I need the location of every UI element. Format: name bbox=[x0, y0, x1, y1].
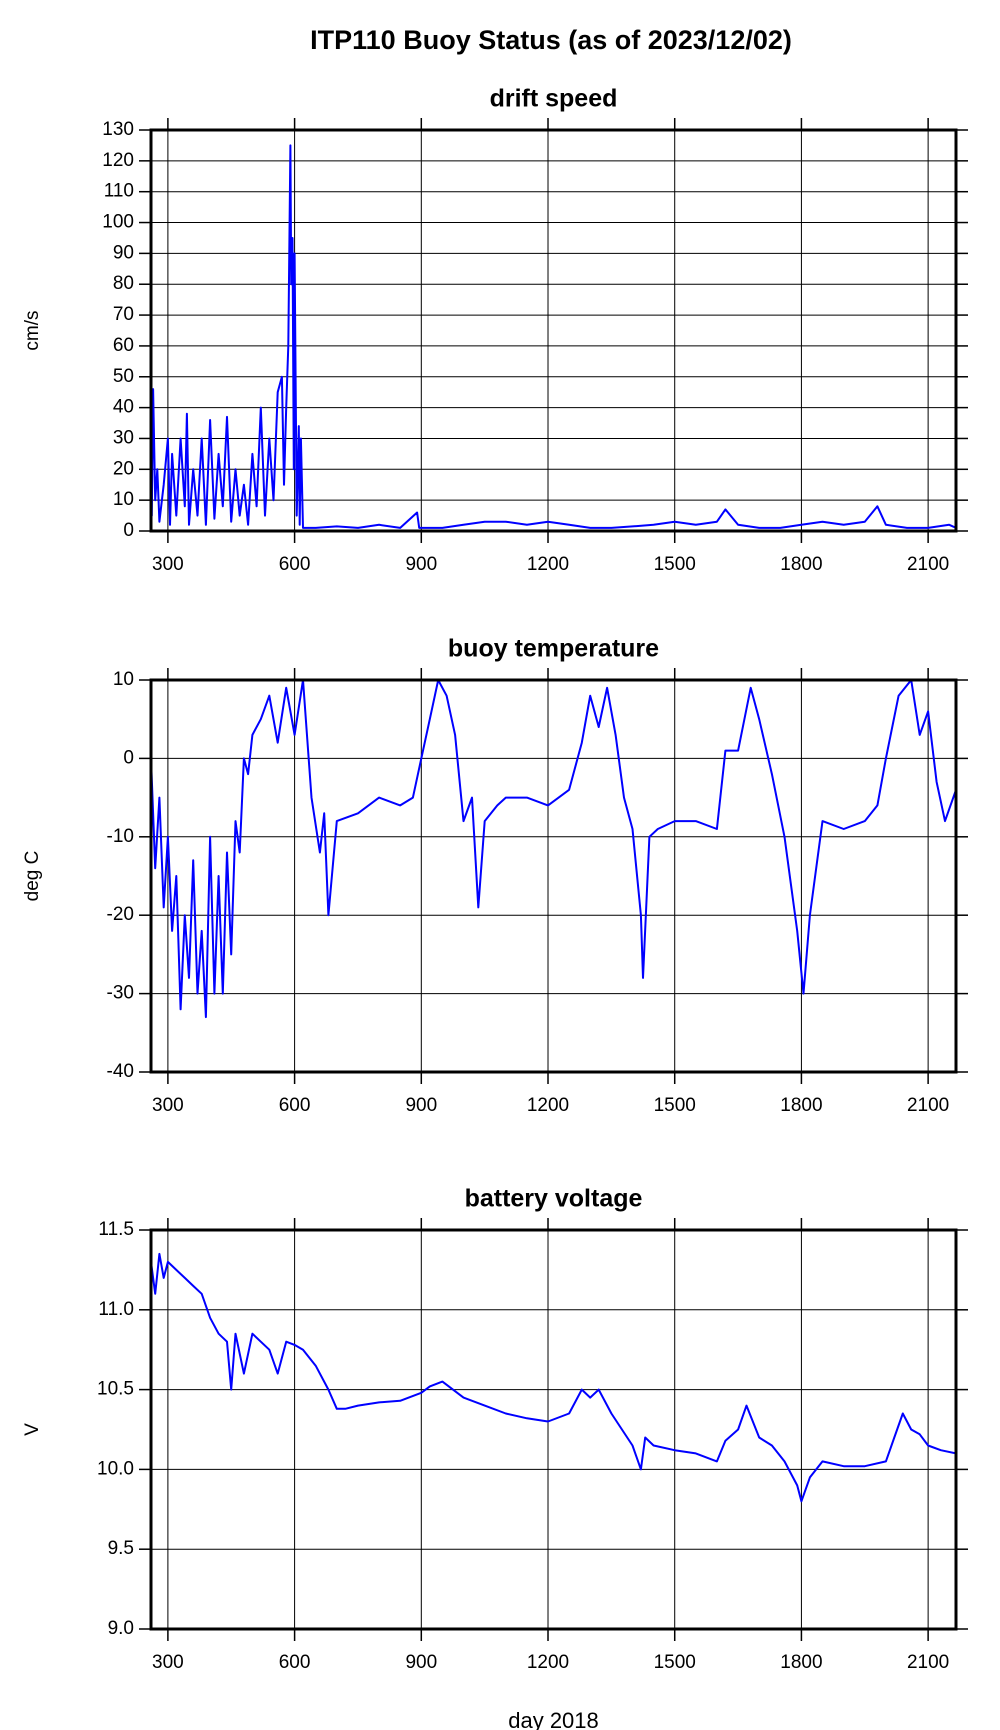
x-tick-label: 1500 bbox=[654, 1095, 696, 1116]
x-tick-label: 900 bbox=[405, 554, 437, 575]
y-tick-label: 10.5 bbox=[97, 1379, 134, 1400]
x-tick-label: 2100 bbox=[907, 1095, 949, 1116]
y-tick-label: 40 bbox=[113, 397, 134, 418]
y-tick-label: 130 bbox=[102, 119, 134, 140]
data-line bbox=[151, 1252, 956, 1503]
y-tick-label: -20 bbox=[107, 904, 134, 925]
y-tick-label: -40 bbox=[107, 1061, 134, 1082]
y-tick-label: 70 bbox=[113, 304, 134, 325]
subplot-title: drift speed bbox=[490, 85, 618, 113]
y-tick-label: 110 bbox=[104, 181, 134, 202]
y-tick-label: 10 bbox=[113, 489, 134, 510]
y-tick-label: 0 bbox=[123, 520, 134, 541]
y-tick-label: 9.5 bbox=[108, 1538, 134, 1559]
y-tick-label: 9.0 bbox=[108, 1618, 134, 1639]
x-tick-label: 300 bbox=[152, 1652, 184, 1673]
x-tick-label: 2100 bbox=[907, 554, 949, 575]
y-tick-label: 80 bbox=[113, 273, 134, 294]
y-tick-label: 60 bbox=[113, 335, 134, 356]
y-tick-label: 50 bbox=[113, 366, 134, 387]
y-tick-label: 30 bbox=[113, 427, 134, 448]
x-tick-label: 1200 bbox=[527, 554, 569, 575]
data-line bbox=[151, 680, 956, 1019]
plot-frame bbox=[149, 678, 958, 1074]
y-axis-label: deg C bbox=[22, 851, 43, 902]
y-tick-label: 90 bbox=[113, 242, 134, 263]
y-axis-label: cm/s bbox=[22, 310, 43, 350]
y-tick-label: 10.0 bbox=[97, 1458, 134, 1479]
y-tick-label: 0 bbox=[123, 747, 134, 768]
y-tick-label: 100 bbox=[102, 212, 134, 233]
x-tick-label: 600 bbox=[279, 1652, 311, 1673]
subplot-title: battery voltage bbox=[465, 1185, 643, 1213]
data-line bbox=[151, 144, 956, 529]
y-tick-label: 10 bbox=[113, 669, 134, 690]
y-tick-label: 120 bbox=[102, 150, 134, 171]
x-axis-label: day 2018 bbox=[508, 1708, 599, 1730]
plot-frame bbox=[149, 1228, 958, 1631]
y-tick-label: 20 bbox=[113, 458, 134, 479]
plot-frame bbox=[149, 128, 958, 533]
y-tick-label: -30 bbox=[107, 983, 134, 1004]
x-tick-label: 600 bbox=[279, 554, 311, 575]
x-tick-label: 300 bbox=[152, 1095, 184, 1116]
x-tick-label: 1500 bbox=[654, 1652, 696, 1673]
page-title: ITP110 Buoy Status (as of 2023/12/02) bbox=[310, 25, 792, 55]
x-tick-label: 600 bbox=[279, 1095, 311, 1116]
y-tick-label: -10 bbox=[107, 826, 134, 847]
x-tick-label: 1200 bbox=[527, 1095, 569, 1116]
x-tick-label: 1800 bbox=[780, 554, 822, 575]
x-tick-label: 900 bbox=[405, 1652, 437, 1673]
y-tick-label: 11.0 bbox=[98, 1299, 134, 1320]
x-tick-label: 1800 bbox=[780, 1652, 822, 1673]
x-tick-label: 900 bbox=[405, 1095, 437, 1116]
x-tick-label: 1500 bbox=[654, 554, 696, 575]
subplot-title: buoy temperature bbox=[448, 635, 659, 663]
x-tick-label: 1200 bbox=[527, 1652, 569, 1673]
x-tick-label: 1800 bbox=[780, 1095, 822, 1116]
y-tick-label: 11.5 bbox=[98, 1219, 134, 1240]
y-axis-label: V bbox=[22, 1423, 43, 1436]
x-tick-label: 300 bbox=[152, 554, 184, 575]
x-tick-label: 2100 bbox=[907, 1652, 949, 1673]
